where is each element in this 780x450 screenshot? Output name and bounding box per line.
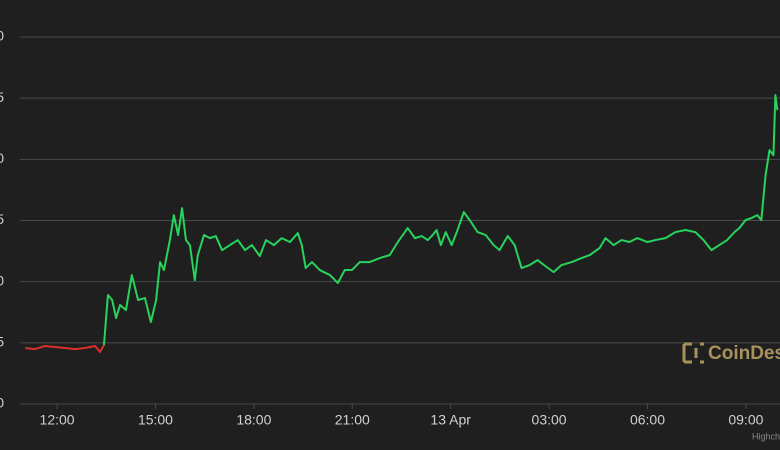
logo-mark (682, 342, 704, 364)
y-tick-label: 10 (0, 272, 4, 288)
watermark-logo (682, 342, 704, 364)
x-tick-label: 09:00 (728, 412, 763, 428)
y-tick-label: 30 (0, 28, 4, 44)
y-tick-label: 0 (0, 395, 4, 411)
grid (20, 36, 780, 405)
credit: Highcharts.com (752, 431, 780, 441)
x-tick-label: 15:00 (138, 412, 173, 428)
y-tick-label: 15 (0, 211, 4, 227)
price-line (102, 94, 779, 346)
y-tick-label: 5 (0, 334, 4, 350)
x-tick-label: 06:00 (630, 412, 665, 428)
x-tick-label: 13 Apr (430, 412, 471, 428)
y-tick-label: 20 (0, 150, 4, 166)
x-tick-label: 18:00 (236, 412, 271, 428)
x-tick-label: 21:00 (335, 412, 370, 428)
x-tick-label: 12:00 (40, 412, 75, 428)
x-tick-label: 03:00 (532, 412, 567, 428)
watermark: CoinDesk (708, 343, 780, 364)
price-line (25, 344, 105, 354)
y-tick-label: 25 (0, 89, 4, 105)
